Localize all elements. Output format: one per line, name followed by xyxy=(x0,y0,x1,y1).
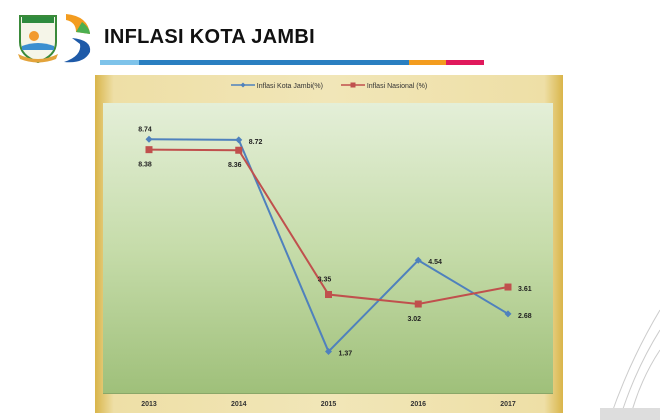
data-point xyxy=(504,310,512,318)
data-point xyxy=(414,300,422,308)
data-label: 8.72 xyxy=(249,139,263,146)
x-tick-label: 2013 xyxy=(141,401,157,408)
data-label: 1.37 xyxy=(339,351,353,358)
accent-bar-pink xyxy=(446,60,484,65)
kota-jambi-logo xyxy=(18,15,58,64)
data-label: 3.02 xyxy=(407,316,421,323)
data-point xyxy=(145,146,153,154)
data-label: 2.68 xyxy=(518,313,532,320)
data-label: 8.74 xyxy=(138,126,152,133)
data-label: 8.38 xyxy=(138,162,152,169)
x-tick-label: 2014 xyxy=(231,401,247,408)
legend-item-nasional: Inflasi Nasional (%) xyxy=(340,82,428,90)
chart-legend: Inflasi Kota Jambi(%) Inflasi Nasional (… xyxy=(95,82,563,90)
legend-label: Inflasi Kota Jambi(%) xyxy=(256,83,323,90)
decorative-waves xyxy=(600,309,660,420)
data-label: 8.36 xyxy=(228,162,242,169)
data-point xyxy=(145,135,153,143)
brand-3-logo xyxy=(64,14,91,63)
page-title: INFLASI KOTA JAMBI xyxy=(104,26,315,48)
data-point xyxy=(235,146,243,154)
data-point xyxy=(235,136,243,144)
accent-bar-light xyxy=(100,60,139,65)
data-point xyxy=(325,348,332,356)
legend-item-kota-jambi: Inflasi Kota Jambi(%) xyxy=(230,82,323,90)
accent-bar-blue xyxy=(139,60,409,65)
legend-marker-square-icon xyxy=(340,82,365,88)
accent-bar-orange xyxy=(409,60,446,65)
legend-label: Inflasi Nasional (%) xyxy=(366,83,428,90)
x-tick-label: 2016 xyxy=(410,401,426,408)
data-label: 3.61 xyxy=(518,286,532,293)
series-line-0 xyxy=(148,138,509,354)
plot-area xyxy=(103,103,553,394)
legend-marker-diamond-icon xyxy=(230,82,255,88)
data-point xyxy=(504,283,512,291)
x-tick-label: 2017 xyxy=(500,401,516,408)
x-tick-label: 2015 xyxy=(321,401,337,408)
data-label: 3.35 xyxy=(318,277,332,284)
data-point xyxy=(414,256,422,264)
data-label: 4.54 xyxy=(428,259,442,266)
data-point xyxy=(325,291,332,299)
